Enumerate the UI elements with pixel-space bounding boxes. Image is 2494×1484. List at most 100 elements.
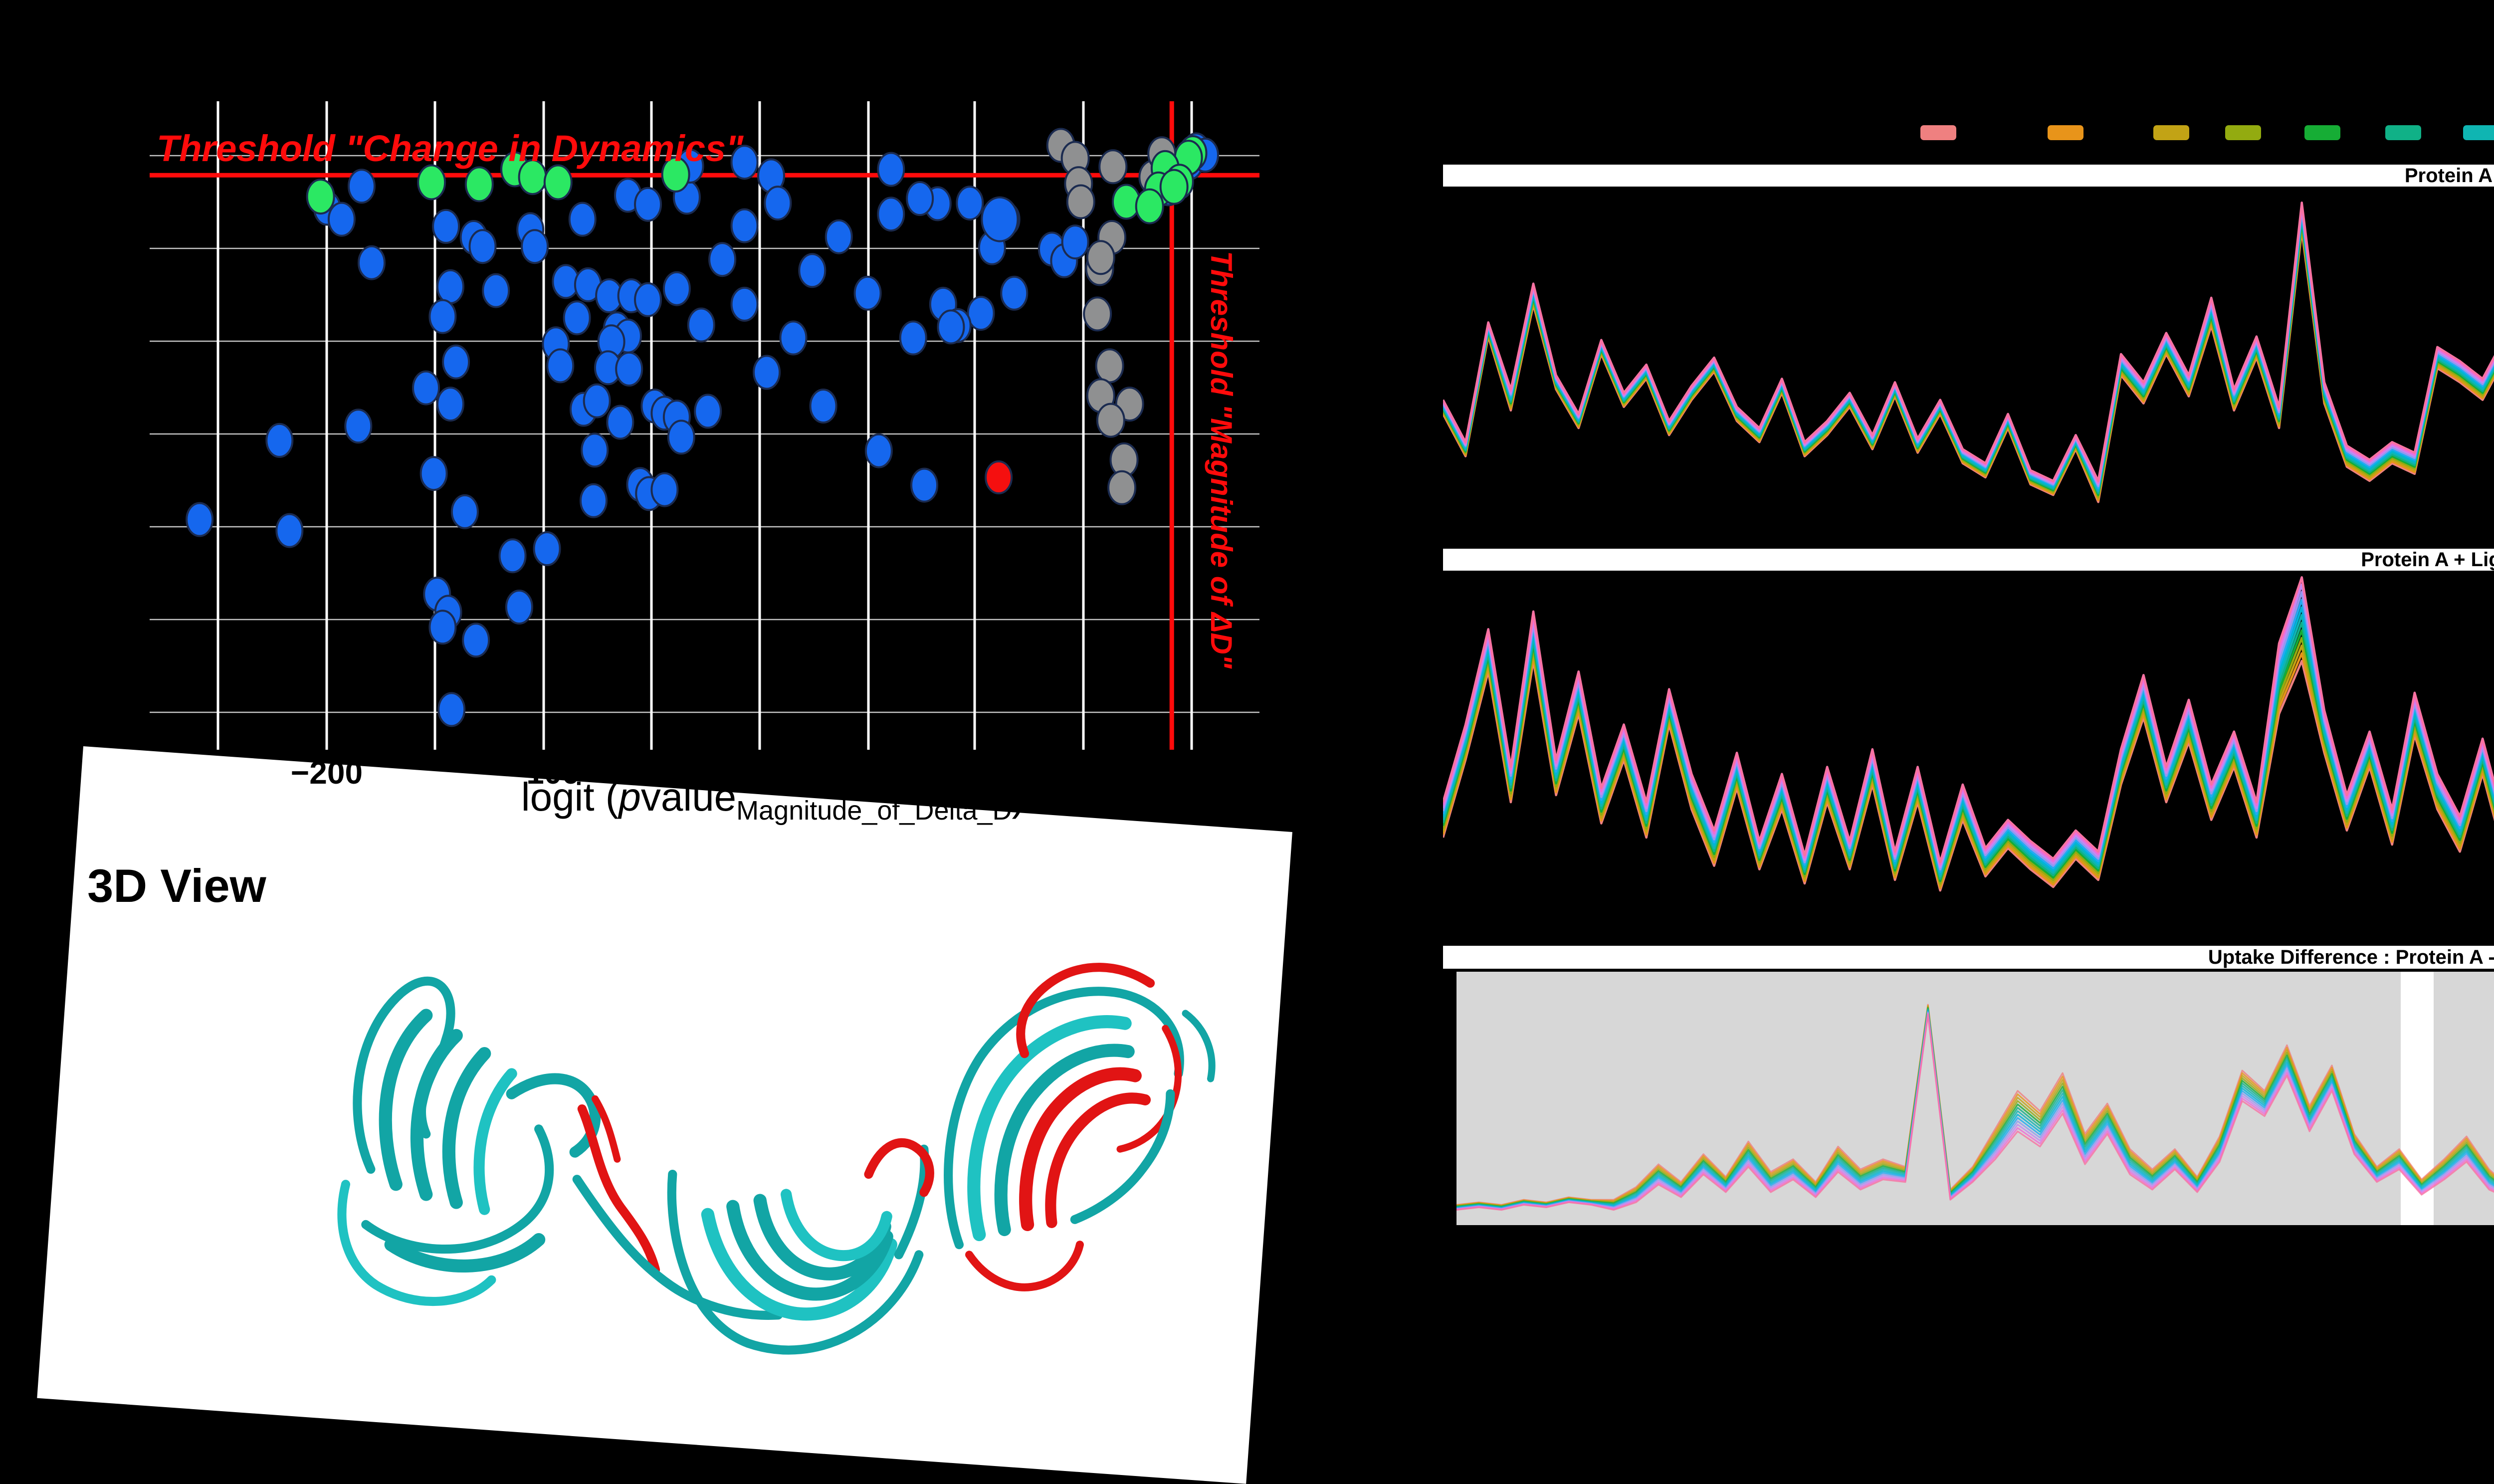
uptake-trace[interactable]: [1456, 1006, 2494, 1209]
scatter-point[interactable]: [730, 208, 759, 243]
scatter-point[interactable]: [583, 383, 611, 419]
scatter-point[interactable]: [662, 271, 691, 306]
scatter-point[interactable]: [764, 186, 792, 221]
legend-swatch-timepoint-6[interactable]: [2385, 125, 2421, 140]
scatter-point[interactable]: [498, 538, 527, 574]
scatter-point[interactable]: [877, 197, 905, 232]
uptake-trace[interactable]: [1456, 1007, 2494, 1210]
uptake-plot-protein-a-ligand[interactable]: [1443, 573, 2494, 926]
uptake-trace[interactable]: [1456, 1005, 2494, 1207]
scatter-point[interactable]: [505, 590, 533, 625]
scatter-point[interactable]: [910, 467, 939, 503]
scatter-point[interactable]: [779, 320, 808, 356]
scatter-point[interactable]: [521, 229, 549, 264]
scatter-point[interactable]: [753, 355, 781, 390]
scatter-point[interactable]: [344, 409, 373, 444]
scatter-point[interactable]: [1135, 188, 1164, 224]
scatter-point[interactable]: [462, 623, 490, 658]
protein-structure[interactable]: [259, 923, 1297, 1355]
scatter-point[interactable]: [1098, 149, 1128, 185]
uptake-trace[interactable]: [1456, 1010, 2494, 1212]
legend-swatch-timepoint-7[interactable]: [2463, 125, 2494, 140]
scatter-point[interactable]: [853, 275, 882, 311]
scatter-point[interactable]: [347, 169, 376, 204]
scatter-point[interactable]: [825, 219, 853, 254]
uptake-trace[interactable]: [1443, 193, 2494, 481]
scatter-point[interactable]: [667, 420, 695, 455]
scatter-point[interactable]: [1066, 184, 1095, 219]
scatter-point[interactable]: [1107, 470, 1137, 505]
scatter-point[interactable]: [1086, 240, 1115, 275]
legend-swatch-timepoint-5[interactable]: [2304, 125, 2340, 140]
scatter-point[interactable]: [468, 229, 497, 264]
volcano-points[interactable]: [186, 128, 1219, 727]
scatter-point[interactable]: [436, 269, 464, 304]
scatter-point[interactable]: [1159, 169, 1189, 205]
scatter-point[interactable]: [937, 309, 965, 345]
scatter-point[interactable]: [546, 348, 575, 384]
scatter-point[interactable]: [899, 320, 927, 356]
scatter-point[interactable]: [694, 394, 722, 429]
uptake-trace[interactable]: [1456, 1006, 2494, 1208]
scatter-point[interactable]: [1000, 275, 1029, 311]
scatter-point[interactable]: [417, 164, 446, 201]
scatter-point[interactable]: [436, 387, 464, 422]
uptake-trace[interactable]: [1456, 1008, 2494, 1211]
scatter-point[interactable]: [543, 164, 573, 201]
scatter-point[interactable]: [432, 209, 460, 244]
legend-swatch-timepoint-2[interactable]: [2048, 125, 2083, 140]
scatter-point[interactable]: [985, 460, 1013, 494]
scatter-point[interactable]: [563, 300, 591, 336]
uptake-trace[interactable]: [1456, 1012, 2494, 1215]
scatter-point[interactable]: [809, 389, 837, 424]
scatter-point[interactable]: [1083, 296, 1112, 332]
uptake-trace[interactable]: [1443, 577, 2494, 862]
scatter-point[interactable]: [437, 692, 466, 727]
scatter-point[interactable]: [956, 186, 984, 221]
scatter-point[interactable]: [428, 299, 457, 334]
scatter-point[interactable]: [708, 242, 737, 277]
uptake-trace[interactable]: [1443, 609, 2494, 878]
scatter-point[interactable]: [864, 433, 893, 468]
uptake-trace[interactable]: [1456, 1013, 2494, 1216]
uptake-trace[interactable]: [1456, 1014, 2494, 1217]
volcano-plot[interactable]: Threshold "Change in Dynamics" Threshold…: [150, 101, 1259, 750]
scatter-point[interactable]: [533, 531, 561, 566]
legend-swatch-timepoint-1[interactable]: [1920, 125, 1956, 140]
scatter-point[interactable]: [730, 286, 759, 322]
scatter-point[interactable]: [877, 152, 905, 187]
scatter-point[interactable]: [634, 187, 662, 222]
scatter-point[interactable]: [568, 202, 597, 237]
scatter-point[interactable]: [412, 370, 440, 406]
scatter-point[interactable]: [186, 502, 214, 537]
scatter-point[interactable]: [606, 405, 634, 440]
scatter-point[interactable]: [906, 181, 934, 216]
scatter-point[interactable]: [419, 456, 448, 491]
scatter-point[interactable]: [650, 472, 679, 507]
scatter-point[interactable]: [967, 296, 995, 331]
legend-swatch-timepoint-3[interactable]: [2153, 125, 2189, 140]
scatter-point[interactable]: [428, 610, 457, 645]
uptake-trace[interactable]: [1456, 1012, 2494, 1214]
scatter-point[interactable]: [265, 423, 294, 458]
scatter-point[interactable]: [464, 166, 494, 203]
legend-swatch-timepoint-4[interactable]: [2225, 125, 2261, 140]
uptake-trace[interactable]: [1443, 618, 2494, 881]
scatter-point[interactable]: [798, 253, 827, 288]
uptake-plot-protein-a[interactable]: [1443, 189, 2494, 541]
uptake-trace[interactable]: [1456, 1009, 2494, 1212]
scatter-point[interactable]: [581, 432, 609, 468]
scatter-point[interactable]: [1095, 348, 1124, 384]
scatter-point[interactable]: [306, 179, 335, 215]
scatter-point[interactable]: [1096, 403, 1125, 438]
scatter-point[interactable]: [580, 483, 608, 518]
scatter-point[interactable]: [634, 282, 662, 317]
scatter-point[interactable]: [358, 245, 386, 280]
scatter-point[interactable]: [1061, 224, 1089, 260]
scatter-point[interactable]: [687, 307, 715, 343]
scatter-point[interactable]: [442, 344, 470, 380]
scatter-point[interactable]: [615, 351, 643, 387]
uptake-difference-plot[interactable]: [1456, 972, 2494, 1225]
scatter-point[interactable]: [661, 156, 690, 193]
scatter-point[interactable]: [730, 145, 759, 180]
